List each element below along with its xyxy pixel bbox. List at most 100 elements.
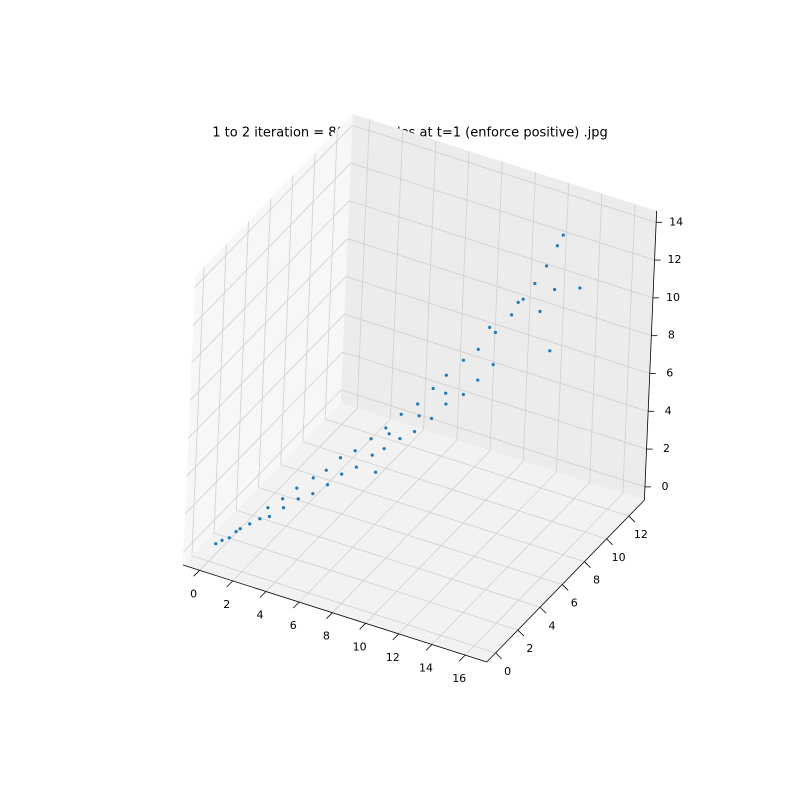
grid-line — [232, 418, 391, 582]
back-pane — [340, 113, 657, 501]
point — [399, 412, 403, 416]
point — [548, 349, 552, 353]
point — [544, 264, 549, 268]
grid-line — [489, 161, 503, 451]
grid-line — [365, 461, 524, 624]
grid-line — [350, 162, 655, 261]
point — [311, 492, 315, 496]
grid-line — [280, 175, 294, 465]
point — [338, 456, 343, 460]
z-tick-label: 12 — [668, 253, 682, 266]
point — [476, 347, 480, 351]
point — [398, 436, 402, 441]
point — [295, 486, 299, 490]
grid-line — [189, 238, 348, 401]
point — [281, 497, 285, 501]
tick-mark — [517, 629, 525, 637]
y-tick-label: 6 — [571, 596, 578, 609]
grid-line — [341, 389, 646, 488]
axis-line — [644, 210, 658, 501]
grid-line — [464, 492, 624, 656]
grid-line — [423, 140, 437, 430]
grid-line — [349, 200, 654, 299]
grid-line — [235, 221, 249, 511]
grid-line — [298, 439, 458, 603]
point — [533, 281, 537, 286]
grid-line — [186, 314, 345, 477]
tick-mark — [359, 623, 366, 630]
grid-line — [188, 276, 347, 439]
grid-line — [191, 266, 205, 556]
x-tick-label: 8 — [323, 630, 330, 643]
grid-line — [192, 162, 352, 326]
grid-line — [347, 238, 652, 337]
point — [384, 426, 388, 430]
point — [258, 517, 262, 521]
x-tick-label: 14 — [419, 662, 433, 675]
grid-line — [356, 119, 370, 409]
point — [266, 506, 270, 510]
x-tick-label: 0 — [190, 587, 197, 600]
point — [417, 414, 421, 418]
grid-line — [431, 482, 590, 645]
tick-mark — [495, 652, 502, 660]
x-tick-label: 4 — [257, 609, 264, 622]
grid-line — [183, 389, 342, 553]
point — [214, 542, 218, 546]
z-tick-label: 6 — [666, 366, 673, 379]
grid-line — [302, 441, 607, 540]
z-tick-label: 2 — [663, 442, 670, 455]
tick-mark — [584, 561, 591, 568]
point — [488, 325, 492, 329]
floor-pane — [183, 403, 645, 662]
tick-mark — [326, 612, 333, 619]
grid-line — [199, 408, 358, 571]
point — [369, 437, 373, 441]
z-tick-label: 0 — [661, 480, 668, 493]
point — [387, 432, 391, 436]
point — [561, 233, 565, 237]
y-tick-label: 8 — [593, 574, 600, 587]
grid-line — [522, 172, 536, 462]
tick-mark — [259, 591, 267, 598]
grid-line — [184, 351, 344, 515]
grid-line — [456, 151, 470, 441]
x-tick-label: 12 — [386, 651, 400, 664]
point — [267, 514, 272, 519]
grid-line — [390, 129, 404, 420]
grid-line — [342, 351, 647, 450]
point — [444, 402, 448, 406]
grid-line — [622, 204, 636, 494]
point — [227, 536, 231, 540]
point — [382, 447, 386, 451]
tick-mark — [561, 584, 569, 591]
y-tick-label: 0 — [504, 665, 511, 678]
point — [578, 286, 582, 290]
grid-line — [324, 129, 338, 420]
grid-line — [191, 555, 496, 654]
point — [220, 538, 224, 542]
tick-mark — [606, 538, 613, 546]
left-pane — [183, 113, 353, 565]
point — [476, 378, 480, 382]
y-tick-label: 2 — [526, 642, 533, 655]
z-tick-label: 14 — [669, 215, 683, 228]
x-tick-label: 10 — [353, 640, 367, 653]
grid-line — [589, 193, 603, 483]
point — [493, 330, 498, 335]
point — [325, 483, 330, 487]
x-tick-label: 2 — [223, 598, 230, 611]
grid-line — [332, 450, 491, 613]
point — [353, 449, 357, 453]
point — [444, 373, 448, 377]
x-tick-label: 16 — [452, 672, 466, 685]
point — [552, 287, 557, 292]
tick-mark — [193, 570, 200, 577]
point — [516, 300, 520, 304]
grid-line — [194, 125, 353, 288]
point — [248, 522, 252, 526]
point — [416, 402, 420, 406]
tick-mark — [392, 633, 400, 641]
grid-line — [280, 464, 585, 563]
